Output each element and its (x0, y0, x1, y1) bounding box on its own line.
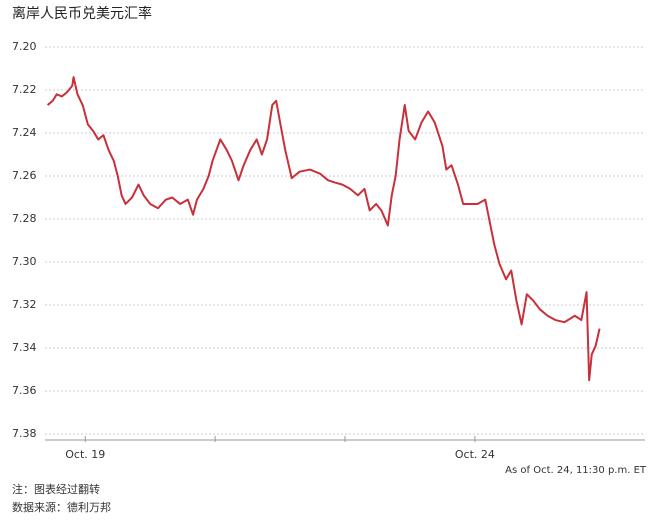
chart-title: 离岸人民币兑美元汇率 (12, 5, 152, 22)
y-tick-label: 7.28 (12, 212, 37, 225)
line (46, 76, 601, 382)
note: 注：图表经过翻转 (12, 482, 100, 496)
x-tick-label: Oct. 19 (65, 448, 105, 461)
y-tick-label: 7.38 (12, 427, 37, 440)
x-tick-label: Oct. 24 (455, 448, 495, 461)
y-tick-label: 7.36 (12, 384, 37, 397)
y-tick-label: 7.34 (12, 341, 37, 354)
y-tick-label: 7.20 (12, 40, 37, 53)
y-tick-label: 7.32 (12, 298, 37, 311)
y-tick-label: 7.26 (12, 169, 37, 182)
annotation: As of Oct. 24, 11:30 p.m. ET (505, 465, 647, 476)
y-tick-label: 7.22 (12, 83, 37, 96)
y-tick-label: 7.30 (12, 255, 37, 268)
note: 数据来源：德利万邦 (12, 500, 111, 514)
y-tick-label: 7.24 (12, 126, 37, 139)
